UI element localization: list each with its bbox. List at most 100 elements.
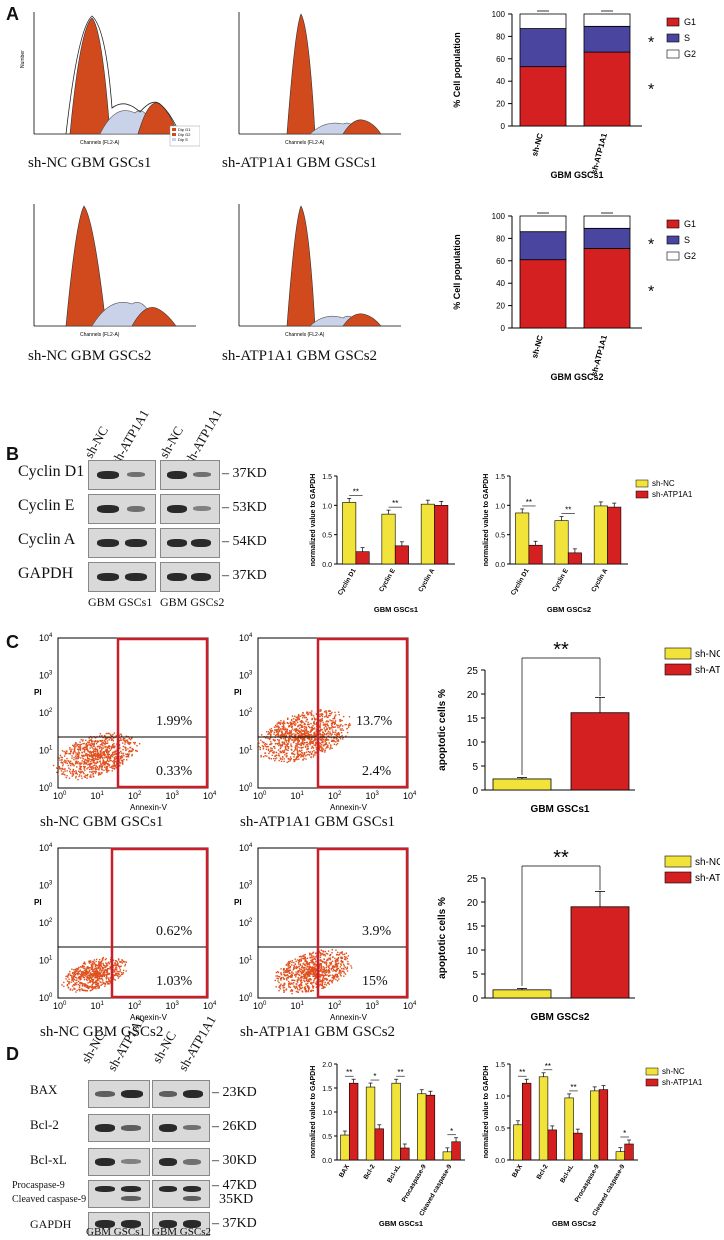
bar-sh-ATP1A1 xyxy=(570,906,630,999)
y-tick-label: 100 xyxy=(39,783,53,793)
event-cloud xyxy=(52,732,141,781)
y-tick-label: 15 xyxy=(467,922,479,933)
flow-percent-upper: 3.9% xyxy=(362,924,392,939)
blot-label-procaspase9: Procaspase-9 xyxy=(12,1180,65,1191)
significance-mark: ** xyxy=(526,498,532,507)
legend-swatch-g1 xyxy=(666,219,680,229)
apoptotic-gate xyxy=(316,847,409,999)
x-tick-label: Bcl-xL xyxy=(559,1163,575,1184)
x-tick-label: 101 xyxy=(91,1001,105,1011)
legend-dip-g2: Dip G2 xyxy=(178,132,191,137)
bar-sh-ATP1A1-cyclin-a xyxy=(607,506,622,565)
legend-swatch-sh-ATP1A1 xyxy=(635,490,649,499)
y-tick-label: 104 xyxy=(239,843,253,853)
y-axis-label: PI xyxy=(34,688,42,697)
bar-s-sh-atp1a1 xyxy=(583,25,631,53)
apoptosis-protein-chart-gscs2: 0.0 0.5 1.0 1.5 normalized value to GAPDH ** B… xyxy=(483,1062,703,1228)
blot-strip xyxy=(88,1180,150,1208)
y-tick-label: 40 xyxy=(496,77,505,86)
kd-label: – 30KD xyxy=(212,1153,257,1168)
legend-label-sh-NC: sh-NC xyxy=(652,479,675,488)
y-axis-label: PI xyxy=(234,898,242,907)
x-tick-label: Bcl-2 xyxy=(536,1163,550,1181)
legend-swatch-g1 xyxy=(666,17,680,27)
hist-ylabel: Number xyxy=(20,50,26,68)
y-tick-label: 100 xyxy=(492,212,506,221)
bar-sh-NC-cyclin-d1 xyxy=(515,512,530,565)
kd-label: – 37KD xyxy=(222,466,267,481)
bar-sh-NC-bax xyxy=(340,1134,350,1161)
x-tick-label: Cyclin D1 xyxy=(337,567,358,596)
blot-strip xyxy=(160,528,220,558)
y-tick-label: 20 xyxy=(467,690,479,701)
legend-label-sh-NC: sh-NC xyxy=(695,649,720,660)
x-tick-label: sh-NC xyxy=(530,132,545,157)
y-tick-label: 101 xyxy=(39,746,53,756)
bar-sh-ATP1A1-procaspase-9 xyxy=(425,1094,436,1161)
x-tick-label: sh-ATP1A1 xyxy=(589,334,609,378)
significance-mark: * xyxy=(623,1129,626,1138)
y-tick-label: 1.5 xyxy=(322,474,332,481)
y-tick-label: 0.5 xyxy=(322,1134,332,1141)
kd-label: – 47KD xyxy=(212,1178,257,1193)
legend-label-sh-NC: sh-NC xyxy=(695,857,720,868)
cell-cycle-chart-gscs2: 0 20 40 60 80 100 % Cell population sh-NC sh-ATP… xyxy=(452,212,696,382)
lane-label-atp-d1: sh-ATP1A1 xyxy=(104,1012,148,1074)
bar-g2-sh-atp1a1 xyxy=(583,215,631,229)
bar-sh-ATP1A1-cleaved-caspase-9 xyxy=(451,1141,461,1161)
x-tick-label: Cyclin A xyxy=(590,567,609,593)
apoptosis-protein-chart-gscs1: 0.0 0.5 1.0 1.5 2.0 normalized value to GAPDH… xyxy=(310,1062,465,1228)
blot-strip xyxy=(152,1180,210,1208)
blot-strip xyxy=(88,1080,150,1108)
y-tick-label: 5 xyxy=(472,762,478,773)
y-tick-label: 1.5 xyxy=(495,474,505,481)
y-tick-label: 103 xyxy=(239,881,253,891)
x-axis-label: GBM GSCs1 xyxy=(531,804,590,815)
flow-percent-lower: 0.33% xyxy=(156,764,193,779)
y-tick-label: 1.5 xyxy=(495,1062,505,1069)
x-tick-label: Bcl-xL xyxy=(386,1163,402,1184)
bar-s-sh-nc xyxy=(519,231,567,261)
y-tick-label: 20 xyxy=(467,898,479,909)
y-tick-label: 2.0 xyxy=(322,1062,332,1069)
bar-g2-sh-nc xyxy=(519,215,567,233)
bar-sh-NC-bcl-2 xyxy=(538,1076,549,1161)
significance-star: * xyxy=(648,82,654,99)
bar-sh-ATP1A1-bax xyxy=(348,1082,359,1161)
kd-label: – 53KD xyxy=(222,500,267,515)
legend-swatch-sh-NC xyxy=(664,855,692,868)
legend-swatch-s xyxy=(666,33,680,43)
significance-star: * xyxy=(648,237,654,254)
y-tick-label: 60 xyxy=(496,257,505,266)
x-axis-label: GBM GSCs2 xyxy=(552,1219,596,1228)
group-label-d2: GBM GSCs2 xyxy=(152,1226,211,1238)
x-tick-label: Cyclin E xyxy=(551,567,570,593)
bar-sh-ATP1A1-procaspase-9 xyxy=(598,1089,609,1161)
legend-swatch-s xyxy=(666,235,680,245)
x-tick-label: 104 xyxy=(203,1001,217,1011)
x-tick-label: Cyclin D1 xyxy=(510,567,531,596)
blot-label-gapdh-d: GAPDH xyxy=(30,1217,72,1231)
y-tick-label: 80 xyxy=(496,234,505,243)
cyclin-chart-gscs2: 0.0 0.5 1.0 1.5 normalized value to GAPDH ** C… xyxy=(483,474,693,614)
x-tick-label: 102 xyxy=(128,791,142,801)
y-axis-label: apoptotic cells % xyxy=(437,897,448,979)
y-tick-label: 60 xyxy=(496,55,505,64)
bar-g1-sh-atp1a1 xyxy=(583,51,631,127)
blot-label-bclxl: Bcl-xL xyxy=(30,1152,67,1167)
caption-flow-nc-gscs1: sh-NC GBM GSCs1 xyxy=(40,814,164,830)
x-axis-label: GBM GSCs1 xyxy=(374,605,418,614)
caption-nc-gscs2: sh-NC GBM GSCs2 xyxy=(28,348,152,364)
x-tick-label: 104 xyxy=(403,1001,417,1011)
x-tick-label: Procaspase-9 xyxy=(574,1163,601,1203)
panel-label-a: A xyxy=(6,4,19,24)
legend-dip-g1: Dip G1 xyxy=(178,127,191,132)
x-tick-label: 103 xyxy=(166,791,180,801)
y-tick-label: 0.5 xyxy=(322,533,332,540)
blot-strip xyxy=(160,494,220,524)
y-tick-label: 0 xyxy=(501,324,506,333)
bar-sh-NC-cyclin-d1 xyxy=(342,502,357,565)
y-tick-label: 102 xyxy=(39,918,53,928)
blot-label-cleaved-caspase9: Cleaved caspase-9 xyxy=(12,1194,87,1205)
